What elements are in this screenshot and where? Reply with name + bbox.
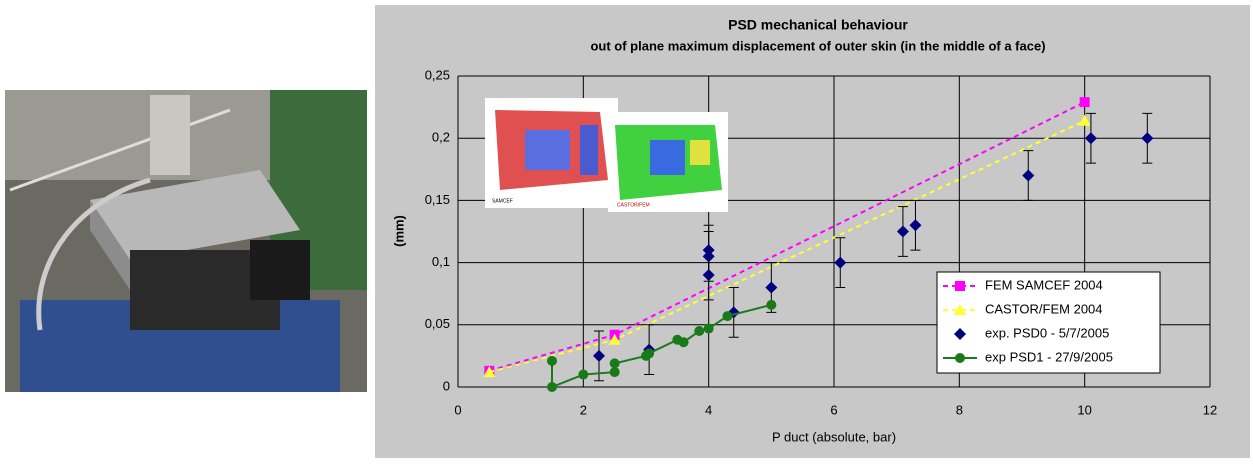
marker [593, 349, 605, 362]
marker [909, 219, 922, 232]
marker [702, 244, 715, 257]
series [593, 112, 1154, 382]
marker [609, 358, 620, 369]
marker [609, 367, 620, 378]
x-axis-label: P duct (absolute, bar) [772, 429, 896, 444]
marker [1078, 114, 1091, 126]
inset-images: SAMCEF CASTOR/FEM [485, 98, 728, 212]
y-tick-label: 0,2 [432, 130, 450, 145]
inset-label: CASTOR/FEM [617, 202, 650, 208]
x-tick-label: 0 [454, 402, 461, 417]
x-tick-label: 10 [1077, 402, 1091, 417]
marker [1022, 169, 1035, 182]
legend-label: FEM SAMCEF 2004 [985, 277, 1103, 292]
y-tick-label: 0,25 [425, 67, 450, 82]
x-tick-label: 4 [705, 402, 712, 417]
marker [547, 382, 557, 392]
marker [702, 269, 715, 282]
legend-marker [955, 353, 965, 363]
marker [1079, 97, 1090, 108]
marker [722, 311, 733, 322]
marker [1084, 132, 1097, 145]
x-tick-label: 2 [580, 402, 587, 417]
y-tick-label: 0,05 [425, 316, 450, 331]
marker [766, 299, 777, 310]
legend-label: CASTOR/FEM 2004 [985, 301, 1103, 316]
legend-marker [954, 304, 966, 315]
legend-marker [955, 281, 965, 291]
x-tick-label: 8 [956, 402, 963, 417]
legend-label: exp. PSD0 - 5/7/2005 [985, 325, 1109, 340]
y-axis-label: (mm) [391, 215, 406, 247]
marker [644, 348, 655, 359]
y-tick-label: 0,1 [432, 254, 450, 269]
chart-subtitle: out of plane maximum displacement of out… [590, 38, 1045, 53]
marker [694, 326, 705, 337]
marker [834, 256, 847, 269]
legend: FEM SAMCEF 2004 CASTOR/FEM 2004 exp. PSD0 … [936, 271, 1161, 374]
marker [608, 333, 621, 345]
marker [765, 281, 778, 294]
y-tick-label: 0,15 [425, 192, 450, 207]
chart-title: PSD mechanical behaviour [728, 17, 908, 33]
marker [578, 369, 589, 380]
x-tick-label: 12 [1203, 402, 1217, 417]
legend-box [936, 271, 1161, 374]
legend-marker [954, 328, 966, 340]
inset-label: SAMCEF [492, 198, 513, 204]
chart-panel [375, 5, 1250, 458]
marker [702, 250, 715, 263]
photo [5, 90, 367, 392]
x-tick-label: 6 [830, 402, 837, 417]
marker [896, 225, 909, 238]
marker [1141, 132, 1154, 145]
series [483, 114, 1091, 378]
marker [483, 366, 496, 378]
marker [678, 337, 689, 348]
marker [547, 355, 557, 366]
series [547, 299, 777, 392]
y-tick-label: 0 [443, 378, 450, 393]
marker [703, 323, 714, 334]
legend-label: exp PSD1 - 27/9/2005 [985, 349, 1113, 364]
